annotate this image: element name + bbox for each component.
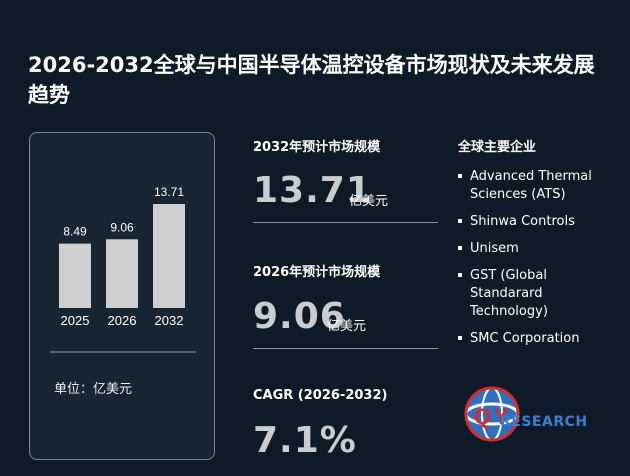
category-label: 2026 — [108, 313, 137, 328]
logo-y: Y — [494, 404, 509, 429]
category-label: 2025 — [61, 313, 90, 328]
metric-value-2032: 13.71 — [253, 170, 372, 211]
qyresearch-logo: Q Y RESEARCH — [460, 382, 610, 442]
bar-2026 — [106, 239, 138, 308]
chart-unit-label: 单位：亿美元 — [54, 382, 133, 397]
company-list: Advanced Thermal Sciences (ATS) Shinwa C… — [458, 168, 618, 357]
metric-value-2026: 9.06 — [253, 296, 346, 337]
bar-2025 — [59, 243, 91, 308]
divider — [253, 348, 438, 349]
metric-label-2032: 2032年预计市场规模 — [253, 140, 381, 155]
page-title: 2026-2032全球与中国半导体温控设备市场现状及未来发展趋势 — [28, 53, 595, 107]
logo-q: Q — [474, 404, 491, 429]
metric-label-cagr: CAGR (2026-2032) — [253, 388, 388, 403]
globe-icon: Q Y — [464, 386, 520, 442]
metric-label-2026: 2026年预计市场规模 — [253, 265, 381, 280]
company-item: Shinwa Controls — [458, 213, 618, 231]
company-item: Unisem — [458, 240, 618, 258]
company-item: Advanced Thermal Sciences (ATS) — [458, 168, 618, 204]
bar-chart: 8.49 2025 9.06 2026 13.71 2032 — [50, 185, 196, 353]
bar-chart-card: 8.49 2025 9.06 2026 13.71 2032 单位：亿美元 — [29, 132, 215, 460]
bar-2032 — [153, 204, 185, 308]
metric-value-cagr: 7.1% — [253, 420, 357, 461]
metric-unit-2032: 亿美元 — [349, 194, 389, 209]
company-item: GST (Global Standarard Technology) — [458, 267, 618, 321]
bar-value-label: 8.49 — [63, 225, 87, 239]
metric-unit-2026: 亿美元 — [327, 319, 367, 334]
category-label: 2032 — [155, 313, 184, 328]
bar-value-label: 13.71 — [154, 185, 184, 199]
companies-heading: 全球主要企业 — [458, 140, 537, 155]
bar-value-label: 9.06 — [110, 220, 134, 234]
divider — [253, 222, 438, 223]
logo-text: RESEARCH — [500, 414, 588, 430]
company-item: SMC Corporation — [458, 330, 618, 348]
